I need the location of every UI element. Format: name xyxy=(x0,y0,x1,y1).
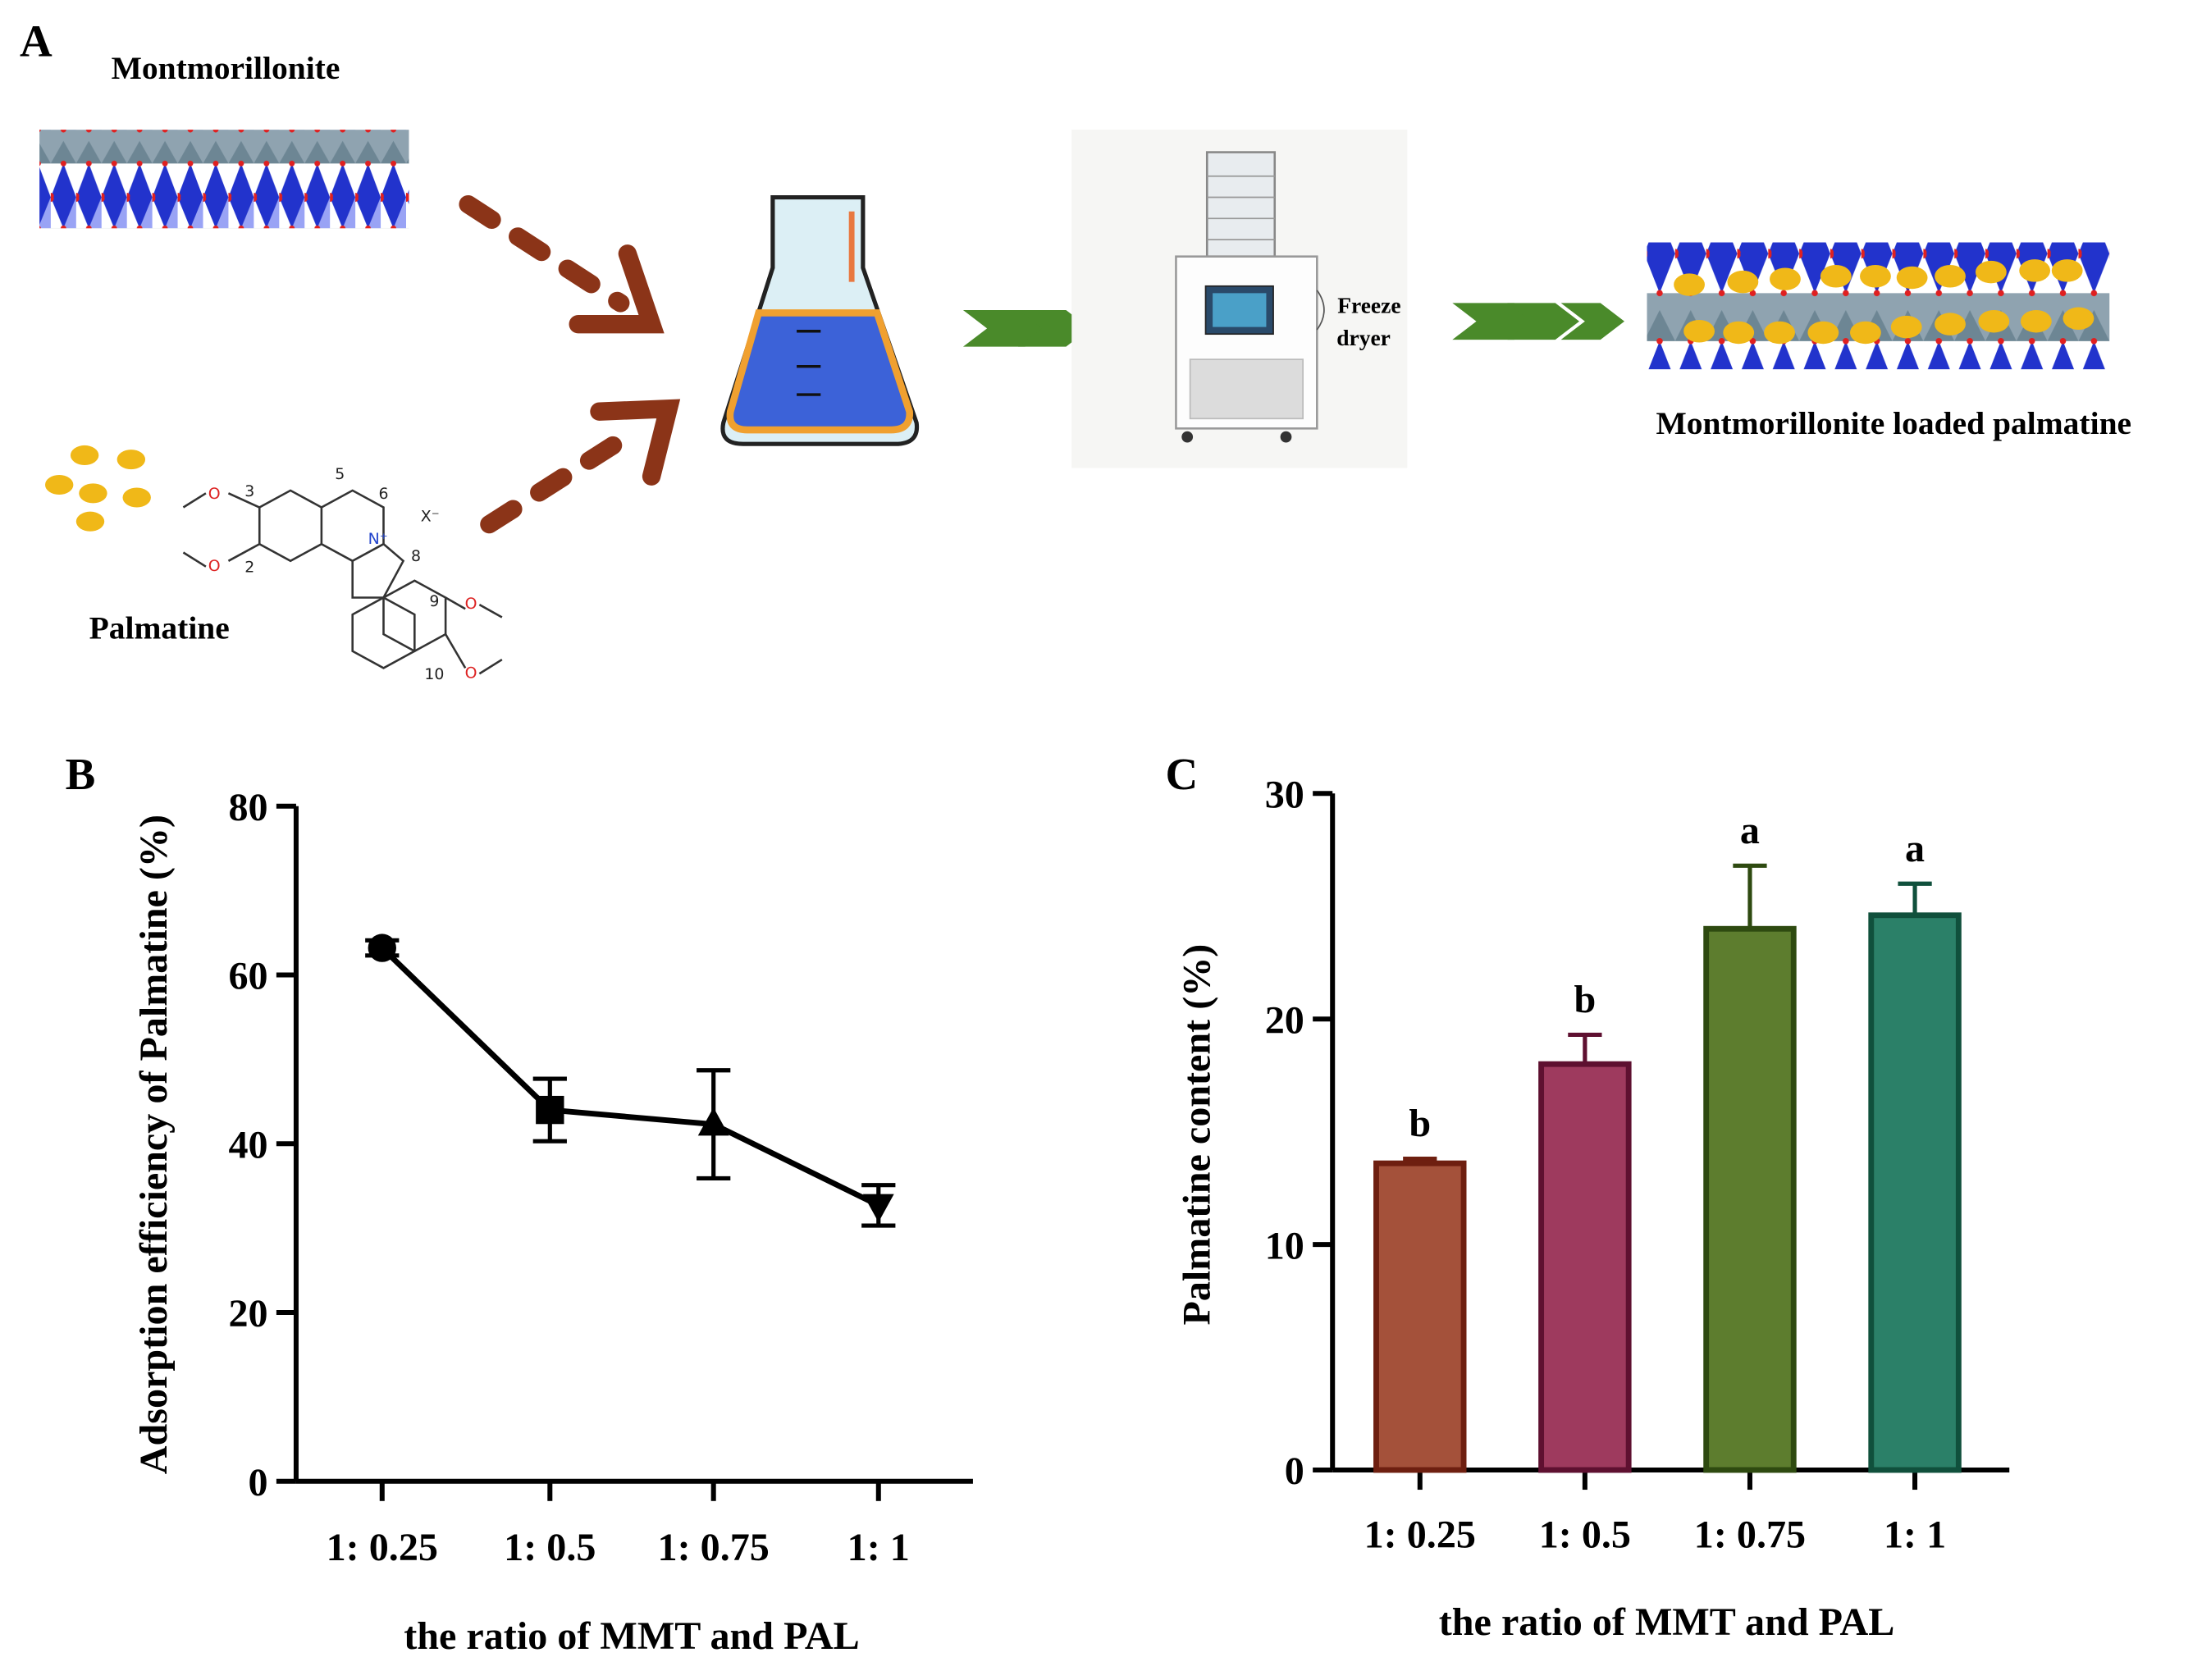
y-tick-label: 20 xyxy=(1265,998,1304,1042)
x-tick-label: 1: 1 xyxy=(847,1526,910,1569)
clay-label: Montmorillonite xyxy=(112,50,340,86)
oxygen-atom: O xyxy=(208,485,221,503)
marker xyxy=(862,1194,894,1222)
y-tick-label: 10 xyxy=(1265,1224,1304,1267)
atom-number: 5 xyxy=(335,465,345,483)
oxygen-atom: O xyxy=(465,595,477,613)
molecule-labels: 3 2 5 6 8 9 10 X⁻ N⁺ O O O O xyxy=(208,465,477,683)
marker xyxy=(536,1095,564,1125)
significance-letter: b xyxy=(1409,1102,1431,1145)
loaded-dots xyxy=(1674,259,2095,345)
palmatine-dots xyxy=(45,445,151,532)
drug-label: Palmatine xyxy=(89,609,230,646)
product-label: Montmorillonite loaded palmatine xyxy=(1656,405,2131,441)
panel-label: B xyxy=(66,749,96,799)
y-axis-title: Palmatine content (%) xyxy=(1176,944,1219,1326)
clay-layer xyxy=(39,130,409,229)
panel-label: A xyxy=(20,16,53,66)
bar xyxy=(1538,1061,1632,1473)
charts: B 0 20 40 60 80 1: 0.25 1: 0.5 1: 0.75 1: 1 the ra… xyxy=(66,749,2010,1658)
oxygen-atom: O xyxy=(208,557,221,575)
y-tick-label: 80 xyxy=(228,786,267,829)
x-tick-label: 1: 1 xyxy=(1884,1513,1946,1557)
x-axis-title: the ratio of MMT and PAL xyxy=(1439,1600,1895,1644)
y-tick-label: 40 xyxy=(228,1123,267,1166)
x-tick-label: 1: 0.25 xyxy=(1364,1513,1476,1557)
dryer-label: dryer xyxy=(1336,326,1391,350)
bar xyxy=(1703,925,1797,1473)
bar xyxy=(1868,912,1962,1473)
dryer-label: Freeze xyxy=(1337,293,1400,317)
y-tick-label: 20 xyxy=(228,1292,267,1335)
marker xyxy=(697,1107,729,1136)
marker xyxy=(368,934,396,962)
error-bar xyxy=(1898,881,1932,915)
x-tick-label: 1: 0.75 xyxy=(658,1526,770,1569)
x-axis-title: the ratio of MMT and PAL xyxy=(404,1614,860,1658)
atom-number: 9 xyxy=(429,592,439,610)
y-axis-title: Adsorption efficiency of Palmatine (%) xyxy=(132,815,176,1474)
atom-number: 3 xyxy=(244,482,254,500)
atom-number: 6 xyxy=(378,485,388,503)
y-tick-label: 0 xyxy=(248,1461,267,1504)
x-tick-label: 1: 0.5 xyxy=(504,1526,596,1569)
y-tick-label: 30 xyxy=(1265,773,1304,816)
arrows xyxy=(459,194,681,534)
panel-label: C xyxy=(1165,749,1198,799)
significance-letter: a xyxy=(1905,827,1925,870)
schematic: A Montmorillonite Palmatine xyxy=(20,16,2131,683)
x-tick-label: 1: 0.25 xyxy=(327,1526,438,1569)
atom-number: 10 xyxy=(424,665,444,683)
atom-number: X⁻ xyxy=(421,508,440,526)
molecule xyxy=(182,489,503,675)
bar xyxy=(1373,1160,1467,1473)
y-tick-label: 0 xyxy=(1285,1449,1304,1493)
error-bar xyxy=(1733,863,1767,929)
atom-number: 2 xyxy=(244,559,254,577)
y-tick-label: 60 xyxy=(228,955,267,998)
atom-number: 8 xyxy=(411,547,421,565)
chart: B 0 20 40 60 80 1: 0.25 1: 0.5 1: 0.75 1: 1 the ra… xyxy=(66,749,973,1658)
significance-letter: b xyxy=(1574,978,1596,1021)
significance-letter: a xyxy=(1740,809,1760,852)
chart: C 0 10 20 30 1: 0.25 1: 0.5 1: 0.75 1: 1 the rati… xyxy=(1165,749,2010,1644)
flask xyxy=(720,194,920,446)
oxygen-atom: O xyxy=(465,664,477,682)
error-bar xyxy=(1568,1032,1602,1065)
x-tick-label: 1: 0.75 xyxy=(1694,1513,1806,1557)
atom-number: N⁺ xyxy=(368,530,388,548)
x-tick-label: 1: 0.5 xyxy=(1539,1513,1631,1557)
freeze-dryer xyxy=(1071,130,1408,468)
line xyxy=(380,946,880,1208)
